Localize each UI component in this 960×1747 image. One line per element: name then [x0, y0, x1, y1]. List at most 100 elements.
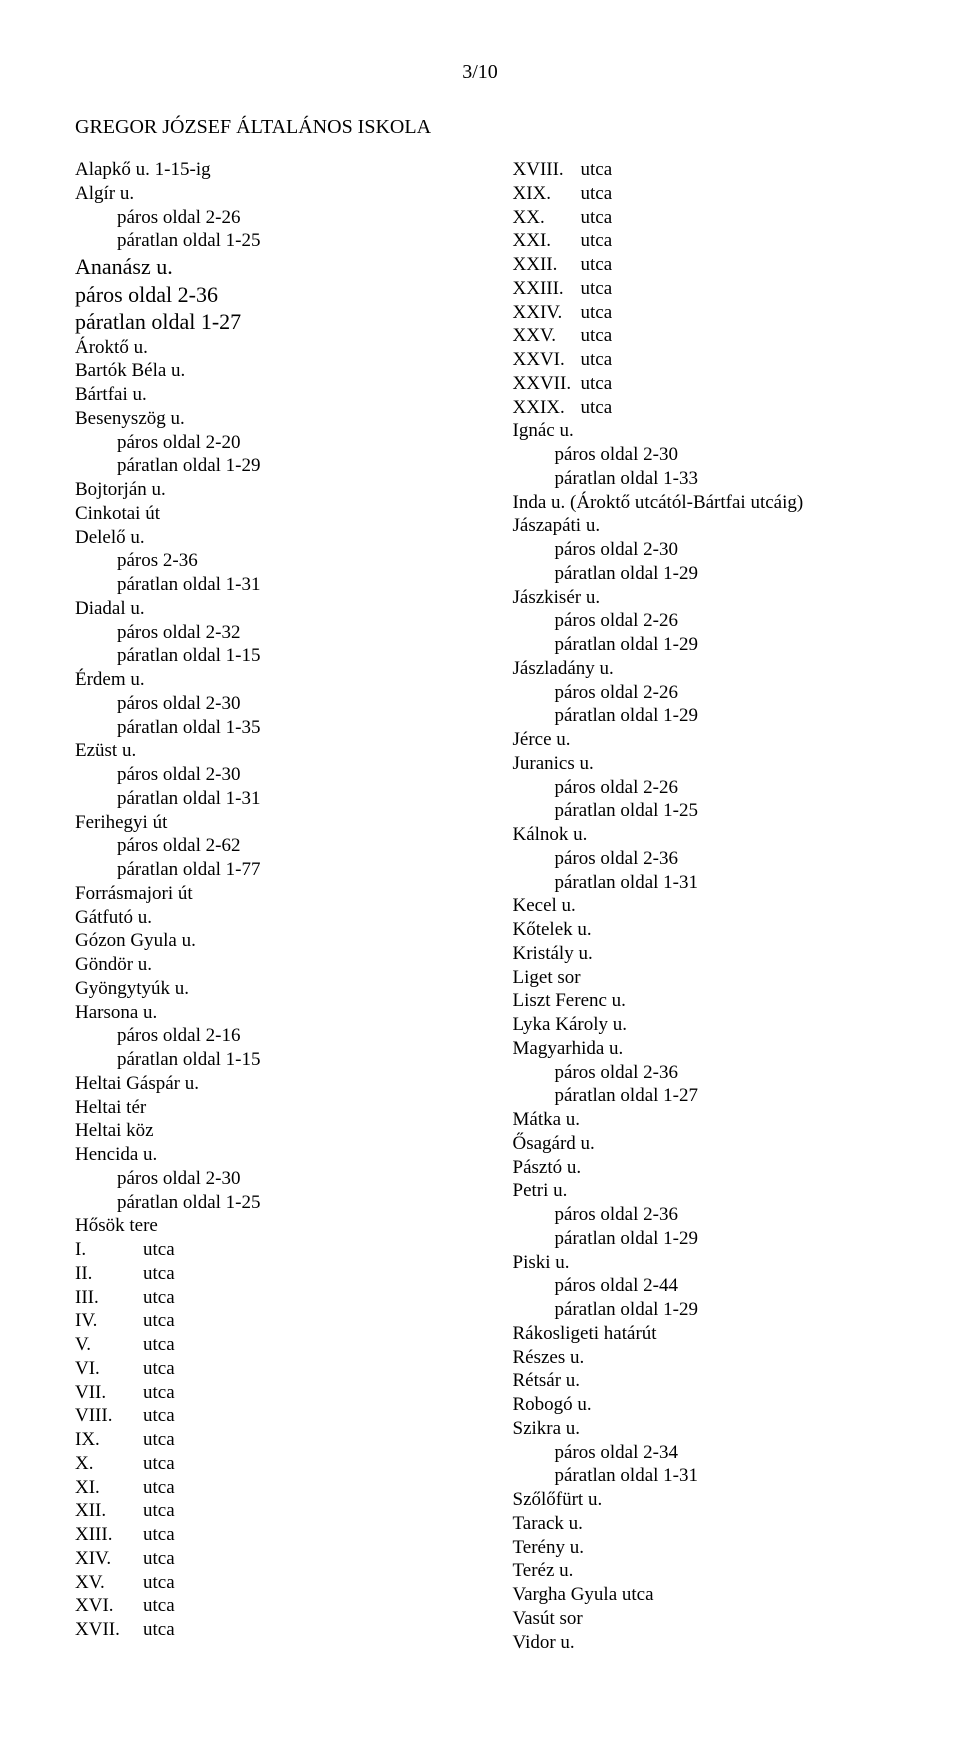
roman-street-text: utca — [143, 1238, 175, 1262]
street-sub-line: páros oldal 2-16 — [75, 1024, 473, 1048]
roman-street-text: utca — [581, 277, 613, 301]
street-name: Petri u. — [513, 1179, 911, 1203]
roman-street-line: XXIV.utca — [513, 301, 911, 325]
street-name: Magyarhida u. — [513, 1037, 911, 1061]
roman-numeral: XXVI. — [513, 348, 581, 372]
roman-numeral: II. — [75, 1262, 143, 1286]
street-sub-line: páros oldal 2-36 — [513, 847, 911, 871]
street-name: Delelő u. — [75, 526, 473, 550]
street-name: Heltai Gáspár u. — [75, 1072, 473, 1096]
street-name: Kőtelek u. — [513, 918, 911, 942]
roman-street-text: utca — [143, 1333, 175, 1357]
street-sub-line: páratlan oldal 1-25 — [513, 799, 911, 823]
roman-numeral: XV. — [75, 1571, 143, 1595]
roman-numeral: XX. — [513, 206, 581, 230]
roman-numeral: IV. — [75, 1309, 143, 1333]
left-column: Alapkő u. 1-15-igAlgír u.páros oldal 2-2… — [75, 158, 473, 1654]
roman-street-text: utca — [143, 1618, 175, 1642]
street-name: Inda u. (Ároktő utcától-Bártfai utcáig) — [513, 491, 911, 515]
street-sub-line: páratlan oldal 1-31 — [513, 871, 911, 895]
roman-street-text: utca — [581, 229, 613, 253]
street-sub-line: páratlan oldal 1-29 — [513, 1227, 911, 1251]
street-name: Hősök tere — [75, 1214, 473, 1238]
street-name: Terény u. — [513, 1536, 911, 1560]
street-sub-line: páros oldal 2-30 — [513, 538, 911, 562]
street-name: Ignác u. — [513, 419, 911, 443]
street-name: Gátfutó u. — [75, 906, 473, 930]
street-name: Bartók Béla u. — [75, 359, 473, 383]
roman-numeral: III. — [75, 1286, 143, 1310]
roman-street-line: XXIII.utca — [513, 277, 911, 301]
page-number: 3/10 — [50, 60, 910, 85]
roman-street-text: utca — [143, 1547, 175, 1571]
roman-street-text: utca — [143, 1452, 175, 1476]
roman-street-line: X.utca — [75, 1452, 473, 1476]
roman-numeral: I. — [75, 1238, 143, 1262]
roman-street-text: utca — [143, 1262, 175, 1286]
street-name: Részes u. — [513, 1346, 911, 1370]
street-name: Heltai tér — [75, 1096, 473, 1120]
street-sub-line: páratlan oldal 1-25 — [75, 1191, 473, 1215]
roman-street-line: II.utca — [75, 1262, 473, 1286]
street-name: Rétsár u. — [513, 1369, 911, 1393]
street-name: Ezüst u. — [75, 739, 473, 763]
roman-street-line: XXIX.utca — [513, 396, 911, 420]
street-name: Cinkotai út — [75, 502, 473, 526]
street-name: Kecel u. — [513, 894, 911, 918]
roman-street-text: utca — [581, 372, 613, 396]
street-name: páratlan oldal 1-27 — [75, 308, 473, 336]
street-name: Jászkisér u. — [513, 586, 911, 610]
roman-street-text: utca — [581, 324, 613, 348]
street-name: Teréz u. — [513, 1559, 911, 1583]
roman-numeral: VII. — [75, 1381, 143, 1405]
street-name: páros oldal 2-36 — [75, 281, 473, 309]
roman-street-line: III.utca — [75, 1286, 473, 1310]
roman-street-line: XXVI.utca — [513, 348, 911, 372]
street-name: Pásztó u. — [513, 1156, 911, 1180]
roman-street-line: IX.utca — [75, 1428, 473, 1452]
street-name: Besenyszög u. — [75, 407, 473, 431]
roman-numeral: XII. — [75, 1499, 143, 1523]
roman-numeral: XIX. — [513, 182, 581, 206]
street-name: Vasút sor — [513, 1607, 911, 1631]
street-sub-line: páros oldal 2-30 — [513, 443, 911, 467]
roman-street-line: XIV.utca — [75, 1547, 473, 1571]
street-name: Juranics u. — [513, 752, 911, 776]
street-sub-line: páros oldal 2-26 — [75, 206, 473, 230]
roman-street-text: utca — [581, 206, 613, 230]
roman-numeral: VI. — [75, 1357, 143, 1381]
roman-street-text: utca — [581, 301, 613, 325]
right-column: XVIII.utcaXIX.utcaXX.utcaXXI. utcaXXII.u… — [513, 158, 911, 1654]
roman-street-line: V.utca — [75, 1333, 473, 1357]
street-name: Szikra u. — [513, 1417, 911, 1441]
street-name: Mátka u. — [513, 1108, 911, 1132]
street-sub-line: páratlan oldal 1-15 — [75, 644, 473, 668]
roman-street-line: XXVII.utca — [513, 372, 911, 396]
street-sub-line: páratlan oldal 1-31 — [513, 1464, 911, 1488]
street-name: Ferihegyi út — [75, 811, 473, 835]
roman-street-text: utca — [143, 1381, 175, 1405]
street-name: Rákosligeti határút — [513, 1322, 911, 1346]
content-columns: Alapkő u. 1-15-igAlgír u.páros oldal 2-2… — [75, 158, 910, 1654]
street-name: Algír u. — [75, 182, 473, 206]
street-name: Jászapáti u. — [513, 514, 911, 538]
roman-street-line: XVII.utca — [75, 1618, 473, 1642]
street-sub-line: páratlan oldal 1-27 — [513, 1084, 911, 1108]
roman-street-text: utca — [143, 1309, 175, 1333]
roman-street-line: XV.utca — [75, 1571, 473, 1595]
street-sub-line: páratlan oldal 1-29 — [513, 1298, 911, 1322]
roman-numeral: V. — [75, 1333, 143, 1357]
street-name: Tarack u. — [513, 1512, 911, 1536]
roman-street-line: VI.utca — [75, 1357, 473, 1381]
street-sub-line: páros 2-36 — [75, 549, 473, 573]
street-name: Ároktő u. — [75, 336, 473, 360]
street-name: Ananász u. — [75, 253, 473, 281]
street-name: Bojtorján u. — [75, 478, 473, 502]
roman-street-text: utca — [143, 1357, 175, 1381]
roman-street-text: utca — [143, 1476, 175, 1500]
roman-street-line: XX.utca — [513, 206, 911, 230]
roman-numeral: XXIX. — [513, 396, 581, 420]
street-sub-line: páratlan oldal 1-25 — [75, 229, 473, 253]
roman-street-text: utca — [581, 158, 613, 182]
street-name: Hencida u. — [75, 1143, 473, 1167]
